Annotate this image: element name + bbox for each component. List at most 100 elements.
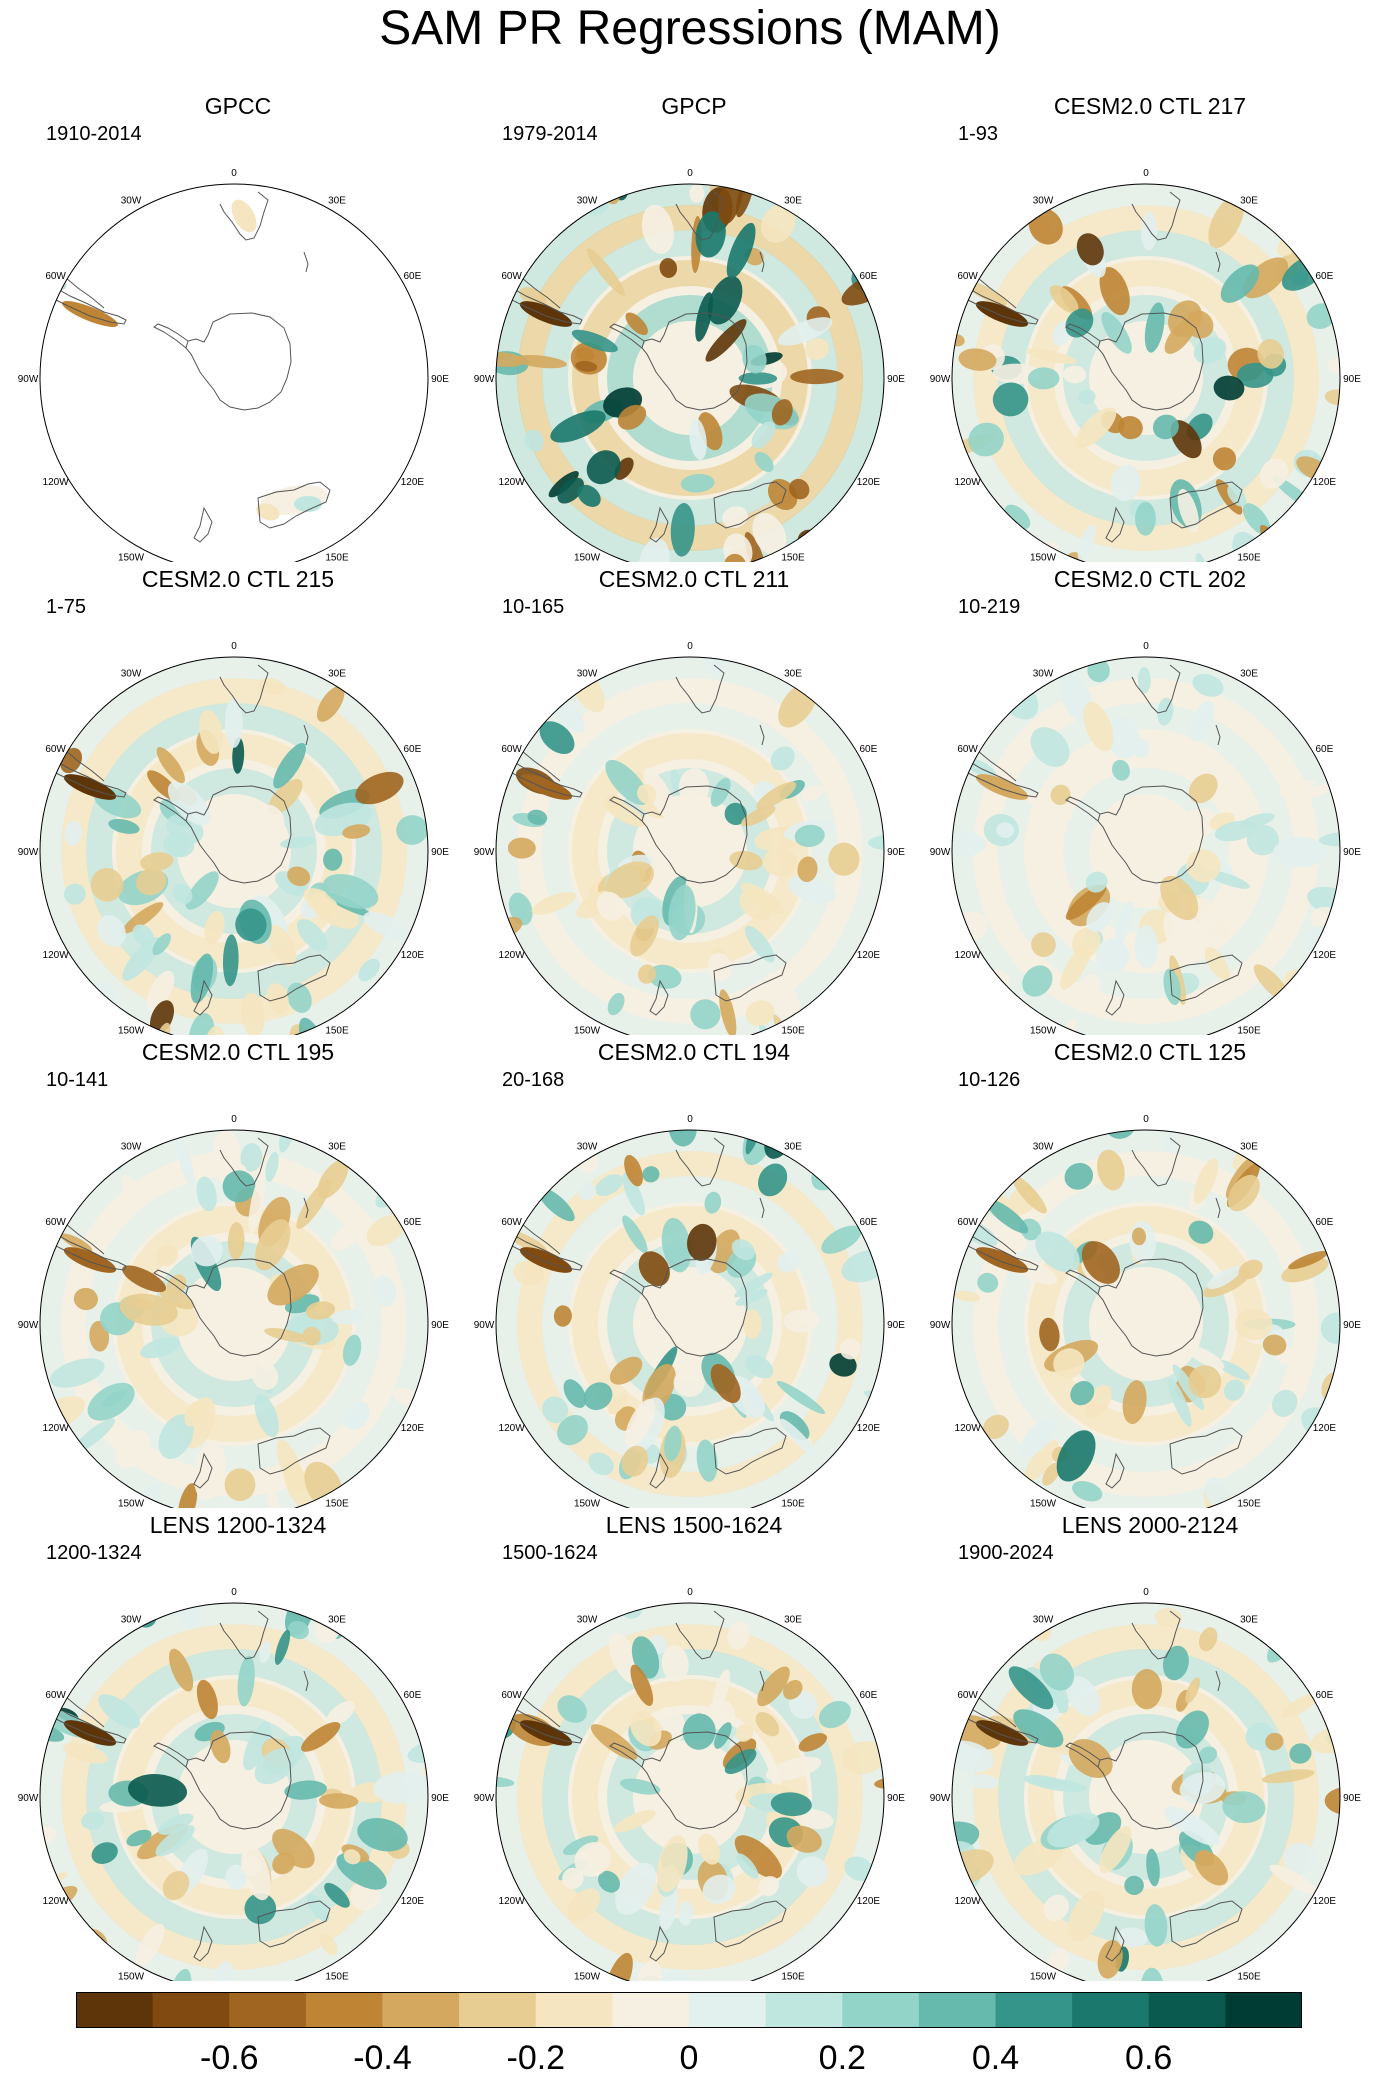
anomaly-blob — [225, 1864, 247, 1890]
coastline — [649, 1452, 669, 1489]
anomaly-blob — [724, 553, 747, 562]
anomaly-blob — [366, 1214, 406, 1247]
anomaly-blob — [1019, 1416, 1059, 1457]
anomaly-blob — [302, 1326, 321, 1346]
panel-title: GPCP — [661, 93, 727, 119]
longitude-label: 150E — [1237, 1025, 1261, 1035]
anomaly-blob — [707, 276, 743, 325]
anomaly-blob — [1133, 738, 1150, 758]
anomaly-blob — [625, 312, 648, 336]
anomaly-blob — [1013, 1709, 1064, 1748]
anomaly-blob — [1064, 1162, 1094, 1190]
anomaly-ring — [151, 768, 317, 934]
map-border — [951, 1602, 1341, 1981]
anomaly-blob — [265, 1151, 279, 1182]
anomaly-blob — [1144, 302, 1165, 353]
longitude-label: 0 — [1143, 1587, 1149, 1598]
anomaly-blob — [1207, 1266, 1241, 1290]
anomaly-blob — [267, 1264, 319, 1306]
anomaly-blob — [396, 815, 428, 845]
colorbar-tick-label: 0.2 — [818, 2039, 866, 2077]
longitude-label: 30E — [1240, 1615, 1258, 1626]
longitude-label: 150E — [1237, 1498, 1261, 1508]
anomaly-blob — [1220, 264, 1260, 303]
anomaly-blob — [1070, 1380, 1095, 1406]
anomaly-blob — [122, 902, 164, 934]
anomaly-blob — [1269, 1864, 1318, 1895]
longitude-label: 90W — [18, 847, 39, 858]
anomaly-blob — [127, 1774, 188, 1807]
longitude-label: 150W — [574, 1971, 601, 1981]
anomaly-blob — [755, 1712, 780, 1737]
anomaly-blob — [1282, 1692, 1321, 1718]
anomaly-blob — [507, 837, 536, 859]
panel-period: 10-165 — [502, 596, 565, 618]
anomaly-blob — [1163, 968, 1181, 1006]
anomaly-blob — [771, 399, 793, 426]
longitude-label: 60E — [1316, 1690, 1334, 1701]
map-border — [39, 1602, 429, 1981]
anomaly-blob — [241, 992, 265, 1035]
anomaly-blob — [81, 1811, 105, 1830]
longitude-label: 60E — [860, 271, 878, 282]
precip-field — [952, 1130, 1340, 1508]
polar-map: 030E60E90E120E150E180150W120W90W60W30W — [474, 1587, 905, 1981]
coastline — [759, 251, 765, 273]
anomaly-blob — [804, 338, 830, 360]
panel-period: 1-93 — [958, 123, 999, 145]
anomaly-blob — [296, 919, 328, 952]
anomaly-blob — [243, 1721, 272, 1771]
anomaly-blob — [108, 818, 140, 834]
anomaly-ring — [496, 657, 884, 1035]
anomaly-blob — [1259, 524, 1284, 555]
longitude-label: 30W — [577, 1142, 598, 1153]
anomaly-blob — [1066, 1676, 1101, 1717]
anomaly-blob — [1008, 1666, 1054, 1710]
anomaly-blob — [609, 1356, 643, 1385]
coastline — [303, 1670, 309, 1692]
anomaly-blob — [1077, 524, 1096, 561]
longitude-label: 0 — [231, 1587, 237, 1598]
anomaly-blob — [154, 1022, 171, 1035]
anomaly-blob — [158, 1414, 194, 1459]
anomaly-blob — [184, 1401, 203, 1427]
anomaly-blob — [1131, 1669, 1163, 1710]
coastline — [499, 287, 583, 325]
colorbar-swatch — [765, 1992, 843, 2028]
polar-map: 030E60E90E120E150E180150W120W90W60W30W — [474, 641, 905, 1035]
anomaly-blob — [1047, 1812, 1100, 1848]
anomaly-blob — [1078, 389, 1096, 405]
polar-map: 030E60E90E120E150E180150W120W90W60W30W — [930, 641, 1361, 1035]
anomaly-blob — [992, 382, 1029, 417]
anomaly-blob — [726, 222, 756, 279]
anomaly-blob — [689, 184, 705, 203]
anomaly-blob — [557, 1414, 588, 1446]
longitude-label: 60W — [957, 1217, 978, 1228]
longitude-label: 120W — [43, 950, 70, 961]
anomaly-blob — [306, 1894, 330, 1922]
anomaly-blob — [210, 1730, 231, 1764]
coastline — [1105, 979, 1125, 1016]
panel-period: 1200-1324 — [46, 1542, 142, 1564]
panel-cesm-ctl-195: CESM2.0 CTL 195 10-141 0 30E 60E 90E 120E 150… — [8, 1038, 468, 1508]
longitude-label: 150W — [118, 552, 145, 562]
anomaly-blob — [1026, 348, 1077, 365]
coastline — [759, 724, 765, 746]
anomaly-blob — [1063, 365, 1087, 384]
polar-map: 030E60E90E120E150E180150W120W90W60W30W — [930, 1114, 1361, 1508]
anomaly-ring — [496, 1603, 884, 1981]
anomaly-blob — [656, 1835, 688, 1893]
anomaly-blob — [527, 809, 548, 825]
anomaly-blob — [323, 848, 343, 871]
anomaly-blob — [244, 1893, 277, 1925]
anomaly-blob — [146, 970, 175, 1011]
anomaly-blob — [1324, 389, 1340, 406]
longitude-label: 60W — [957, 1690, 978, 1701]
anomaly-blob — [621, 1445, 649, 1477]
anomaly-blob — [1039, 1317, 1060, 1352]
anomaly-blob — [575, 347, 595, 362]
longitude-label: 150E — [325, 1025, 349, 1035]
colorbar-swatch — [535, 1992, 613, 2028]
anomaly-blob — [811, 1152, 828, 1170]
coastline — [219, 1610, 269, 1660]
